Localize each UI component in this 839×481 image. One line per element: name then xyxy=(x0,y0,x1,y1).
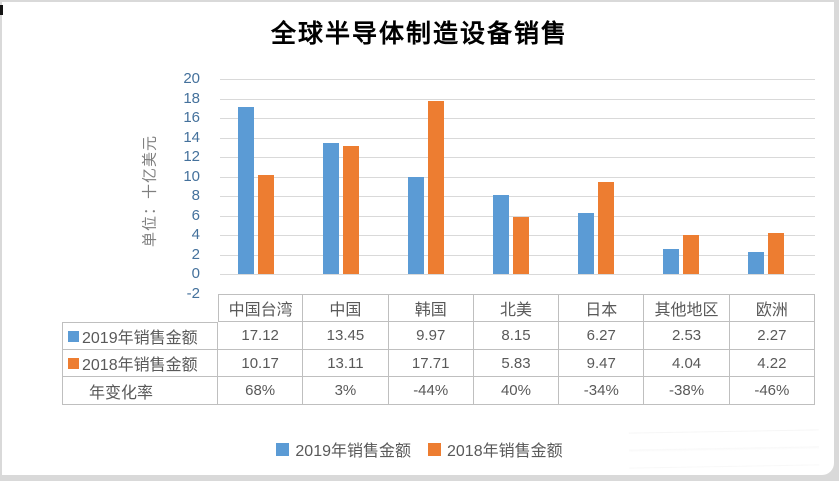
chart-title: 全球半导体制造设备销售 xyxy=(270,21,568,48)
bar-series-2 xyxy=(768,233,784,274)
y-axis-title: 单位：十亿美元 xyxy=(141,134,159,248)
table-cell: 4.04 xyxy=(644,350,730,377)
table-cell: 2.53 xyxy=(644,322,730,350)
table-header-cell: 欧洲 xyxy=(729,294,815,322)
bar-series-1 xyxy=(323,143,339,274)
y-tick-label: 8 xyxy=(191,187,200,204)
table-cell: 2.27 xyxy=(729,322,815,350)
category-slot-5 xyxy=(560,79,645,274)
table-cell: -46% xyxy=(729,377,815,405)
y-tick-label: 0 xyxy=(191,265,200,282)
table-cell: -38% xyxy=(644,377,730,405)
plot-area xyxy=(220,79,815,295)
bar-series-1 xyxy=(493,195,509,274)
y-tick-label: 18 xyxy=(183,89,200,107)
gridline xyxy=(220,118,815,119)
table-header-cell: 中国 xyxy=(303,294,389,322)
y-tick-label: 2 xyxy=(191,245,200,263)
table-cell: 10.17 xyxy=(218,350,304,377)
gridline xyxy=(220,215,815,217)
category-slot-4 xyxy=(475,79,560,274)
category-slot-2 xyxy=(305,79,390,274)
table-header-cell: 日本 xyxy=(559,294,645,322)
table-cell: 68% xyxy=(218,377,304,405)
table-cell: 9.47 xyxy=(559,350,645,377)
series-name: 2018年销售金额 xyxy=(82,357,198,374)
bar-series-2 xyxy=(683,235,699,274)
gridline xyxy=(220,157,815,158)
bar-series-1 xyxy=(408,177,424,274)
y-tick-label: 14 xyxy=(183,128,200,146)
table-cell: -44% xyxy=(388,377,474,405)
legend-label: 2018年销售金额 xyxy=(447,443,563,460)
table-cell: 3% xyxy=(303,377,389,405)
y-tick-label: 6 xyxy=(191,206,200,224)
table-cell: 17.12 xyxy=(218,322,304,350)
table-cell: 9.97 xyxy=(388,322,474,350)
legend-item: 2018年销售金额 xyxy=(428,437,563,461)
data-table: 中国台湾 中国 韩国 北美 日本 其他地区 欧洲 2019年销售金额 17.12 13.45 9.9… xyxy=(62,294,815,405)
corner-mark xyxy=(0,5,3,15)
bar-series-1 xyxy=(748,252,764,274)
table-cell: 6.27 xyxy=(559,322,645,350)
table-cell: 13.45 xyxy=(303,322,389,350)
table-cell: -34% xyxy=(559,377,645,405)
table-cell: 17.71 xyxy=(388,350,474,377)
bar-series-1 xyxy=(663,249,679,274)
legend-key-swatch xyxy=(68,330,79,342)
table-cell: 13.11 xyxy=(303,350,389,377)
watermark xyxy=(628,429,820,469)
table-header-cell: 韩国 xyxy=(388,294,474,322)
legend-item: 2019年销售金额 xyxy=(276,437,411,461)
legend-key-swatch xyxy=(276,442,290,456)
bar-series-2 xyxy=(343,146,359,274)
chart-legend: 2019年销售金额 2018年销售金额 xyxy=(0,437,839,461)
bar-series-1 xyxy=(238,107,254,274)
gridline xyxy=(220,176,815,178)
y-tick-label: 4 xyxy=(191,226,200,243)
table-cell: 4.22 xyxy=(729,350,815,377)
table-cell: 5.83 xyxy=(473,350,560,377)
y-tick-label: -2 xyxy=(186,284,200,302)
gridline xyxy=(220,98,815,100)
table-header-cell: 其他地区 xyxy=(644,294,730,322)
category-slot-6 xyxy=(645,79,730,274)
gridline xyxy=(220,137,815,139)
y-tick-label: 16 xyxy=(183,109,200,126)
table-row-label: 2019年销售金额 xyxy=(62,322,218,350)
category-slot-7 xyxy=(730,79,815,274)
y-tick-label: 12 xyxy=(183,148,200,165)
category-slot-1 xyxy=(220,79,305,274)
gridline xyxy=(220,79,815,80)
bar-series-2 xyxy=(258,175,274,274)
legend-key-swatch xyxy=(68,357,79,369)
gridline xyxy=(220,274,815,275)
y-tick-label: 20 xyxy=(183,70,200,87)
category-slot-3 xyxy=(390,79,475,274)
y-axis-tick-labels: 20 18 16 14 12 10 8 6 4 2 0 -2 xyxy=(168,71,208,302)
gridline xyxy=(220,196,815,197)
table-row-label: 2018年销售金额 xyxy=(62,350,218,377)
y-tick-label: 10 xyxy=(183,167,200,185)
legend-label: 2019年销售金额 xyxy=(295,443,411,460)
table-row-label: 年变化率 xyxy=(62,377,218,405)
table-header-cell: 北美 xyxy=(473,294,560,322)
table-cell: 8.15 xyxy=(473,322,560,350)
bar-series-2 xyxy=(598,182,614,274)
series-name: 2019年销售金额 xyxy=(82,330,198,347)
bar-series-1 xyxy=(578,213,594,274)
bar-series-2 xyxy=(513,217,529,274)
bar-series-2 xyxy=(428,101,444,274)
table-header-cell: 中国台湾 xyxy=(218,294,304,322)
table-cell: 40% xyxy=(473,377,560,405)
table-corner-cell xyxy=(62,294,218,322)
legend-key-swatch xyxy=(428,442,441,456)
